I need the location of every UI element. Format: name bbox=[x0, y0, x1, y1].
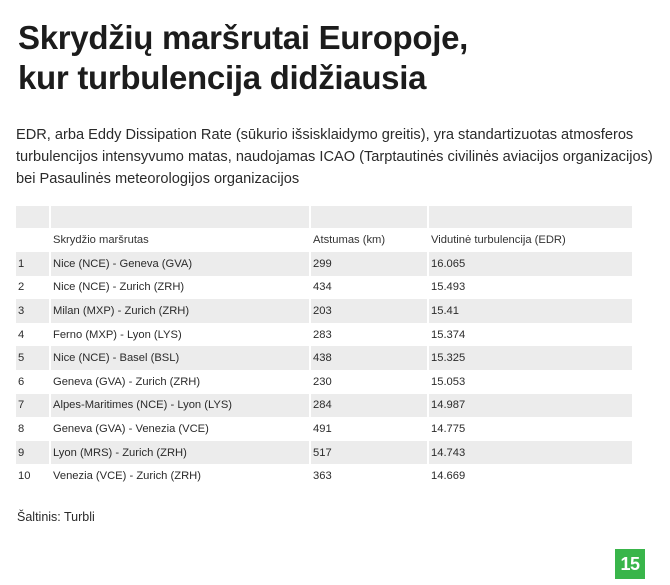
cell-distance: 203 bbox=[310, 299, 429, 323]
table-row: 3 Milan (MXP) - Zurich (ZRH) 203 15.41 bbox=[16, 299, 632, 323]
table-row: 4 Ferno (MXP) - Lyon (LYS) 283 15.374 bbox=[16, 322, 632, 347]
column-header-distance: Atstumas (km) bbox=[310, 228, 429, 252]
table-row: 1 Nice (NCE) - Geneva (GVA) 299 16.065 bbox=[16, 252, 632, 276]
column-header-route: Skrydžio maršrutas bbox=[50, 228, 311, 252]
source-note: Šaltinis: Turbli bbox=[17, 510, 95, 524]
cell-index: 6 bbox=[16, 369, 51, 394]
cell-index: 8 bbox=[16, 417, 51, 441]
cell-route: Venezia (VCE) - Zurich (ZRH) bbox=[50, 464, 311, 488]
cell-distance: 363 bbox=[310, 464, 429, 488]
subtitle: EDR, arba Eddy Dissipation Rate (sūkurio… bbox=[16, 127, 653, 187]
cell-route: Nice (NCE) - Basel (BSL) bbox=[50, 346, 311, 370]
cell-edr: 14.669 bbox=[428, 464, 632, 488]
cell-distance: 230 bbox=[310, 369, 429, 394]
title-line-1: Skrydžių maršrutai Europoje, bbox=[18, 19, 469, 56]
cell-distance: 284 bbox=[310, 393, 429, 418]
cell-route: Nice (NCE) - Geneva (GVA) bbox=[50, 252, 311, 276]
cell-route: Lyon (MRS) - Zurich (ZRH) bbox=[50, 440, 311, 465]
cell-distance: 517 bbox=[310, 440, 429, 465]
table-row: 5 Nice (NCE) - Basel (BSL) 438 15.325 bbox=[16, 346, 632, 370]
cell-route: Nice (NCE) - Zurich (ZRH) bbox=[50, 275, 311, 300]
cell-distance: 438 bbox=[310, 346, 429, 370]
cell-index: 4 bbox=[16, 322, 51, 347]
cell-distance: 491 bbox=[310, 417, 429, 441]
data-table-container: Skrydžio maršrutas Atstumas (km) Vidutin… bbox=[16, 206, 632, 488]
cell-index: 7 bbox=[16, 393, 51, 418]
cell-edr: 15.41 bbox=[428, 299, 632, 323]
cell-edr: 15.374 bbox=[428, 322, 632, 347]
cell-edr: 14.775 bbox=[428, 417, 632, 441]
cell-distance: 283 bbox=[310, 322, 429, 347]
cell-index: 3 bbox=[16, 299, 51, 323]
table-header-row: Skrydžio maršrutas Atstumas (km) Vidutin… bbox=[16, 228, 632, 252]
cell-edr: 15.053 bbox=[428, 369, 632, 394]
cell-route: Geneva (GVA) - Zurich (ZRH) bbox=[50, 369, 311, 394]
data-table: Skrydžio maršrutas Atstumas (km) Vidutin… bbox=[16, 206, 632, 488]
page-title: Skrydžių maršrutai Europoje, kur turbulen… bbox=[18, 18, 468, 98]
blank-header-cell bbox=[50, 206, 311, 228]
cell-index: 1 bbox=[16, 252, 51, 276]
cell-edr: 14.987 bbox=[428, 393, 632, 418]
blank-header-cell bbox=[310, 206, 429, 228]
cell-index: 9 bbox=[16, 440, 51, 465]
cell-index: 10 bbox=[16, 464, 51, 488]
table-row: 2 Nice (NCE) - Zurich (ZRH) 434 15.493 bbox=[16, 275, 632, 300]
cell-edr: 15.325 bbox=[428, 346, 632, 370]
table-row: 6 Geneva (GVA) - Zurich (ZRH) 230 15.053 bbox=[16, 369, 632, 394]
cell-index: 5 bbox=[16, 346, 51, 370]
table-row: 8 Geneva (GVA) - Venezia (VCE) 491 14.775 bbox=[16, 417, 632, 441]
column-header-index bbox=[16, 228, 51, 252]
cell-distance: 434 bbox=[310, 275, 429, 300]
cell-distance: 299 bbox=[310, 252, 429, 276]
table-blank-header-row bbox=[16, 206, 632, 228]
table-row: 7 Alpes-Maritimes (NCE) - Lyon (LYS) 284 14… bbox=[16, 393, 632, 418]
cell-edr: 16.065 bbox=[428, 252, 632, 276]
cell-index: 2 bbox=[16, 275, 51, 300]
cell-edr: 15.493 bbox=[428, 275, 632, 300]
cell-route: Alpes-Maritimes (NCE) - Lyon (LYS) bbox=[50, 393, 311, 418]
cell-route: Geneva (GVA) - Venezia (VCE) bbox=[50, 417, 311, 441]
table-row: 10 Venezia (VCE) - Zurich (ZRH) 363 14.669 bbox=[16, 464, 632, 488]
cell-edr: 14.743 bbox=[428, 440, 632, 465]
logo-15min: 15 bbox=[615, 549, 645, 579]
table-body: 1 Nice (NCE) - Geneva (GVA) 299 16.065 2 Nice… bbox=[16, 252, 632, 488]
cell-route: Milan (MXP) - Zurich (ZRH) bbox=[50, 299, 311, 323]
blank-header-cell bbox=[428, 206, 632, 228]
table-row: 9 Lyon (MRS) - Zurich (ZRH) 517 14.743 bbox=[16, 440, 632, 465]
title-line-2: kur turbulencija didžiausia bbox=[18, 59, 427, 96]
cell-route: Ferno (MXP) - Lyon (LYS) bbox=[50, 322, 311, 347]
column-header-edr: Vidutinė turbulencija (EDR) bbox=[428, 228, 632, 252]
blank-header-cell bbox=[16, 206, 51, 228]
